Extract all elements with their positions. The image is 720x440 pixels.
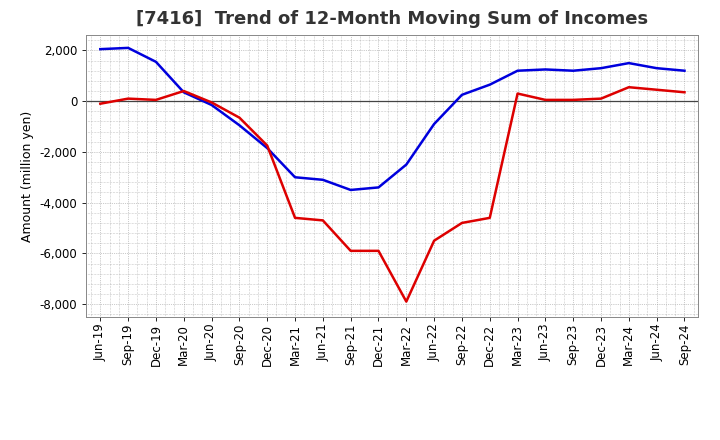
Ordinary Income [96,47,104,52]
Net Income [624,84,633,90]
Net Income [179,88,188,94]
Net Income [430,238,438,243]
Net Income [485,215,494,220]
Net Income [597,96,606,101]
Title: [7416]  Trend of 12-Month Moving Sum of Incomes: [7416] Trend of 12-Month Moving Sum of I… [136,10,649,28]
Net Income [569,97,577,103]
Net Income [124,96,132,101]
Ordinary Income [124,45,132,51]
Ordinary Income [263,146,271,151]
Ordinary Income [179,90,188,95]
Y-axis label: Amount (million yen): Amount (million yen) [21,110,34,242]
Net Income [458,220,467,226]
Ordinary Income [235,123,243,128]
Ordinary Income [458,92,467,97]
Net Income [207,100,216,105]
Net Income [346,248,355,253]
Ordinary Income [291,175,300,180]
Ordinary Income [318,177,327,183]
Net Income [96,101,104,106]
Ordinary Income [402,162,410,167]
Ordinary Income [569,68,577,73]
Ordinary Income [541,67,550,72]
Net Income [152,97,161,103]
Line: Ordinary Income: Ordinary Income [100,48,685,190]
Ordinary Income [374,185,383,190]
Net Income [374,248,383,253]
Net Income [235,115,243,120]
Ordinary Income [513,68,522,73]
Line: Net Income: Net Income [100,87,685,301]
Net Income [652,87,661,92]
Ordinary Income [430,121,438,127]
Net Income [541,97,550,103]
Ordinary Income [624,60,633,66]
Ordinary Income [485,82,494,87]
Net Income [291,215,300,220]
Ordinary Income [597,66,606,71]
Net Income [263,143,271,148]
Ordinary Income [207,103,216,108]
Net Income [680,90,689,95]
Net Income [318,218,327,223]
Ordinary Income [346,187,355,193]
Ordinary Income [652,66,661,71]
Net Income [513,91,522,96]
Ordinary Income [152,59,161,65]
Ordinary Income [680,68,689,73]
Net Income [402,299,410,304]
